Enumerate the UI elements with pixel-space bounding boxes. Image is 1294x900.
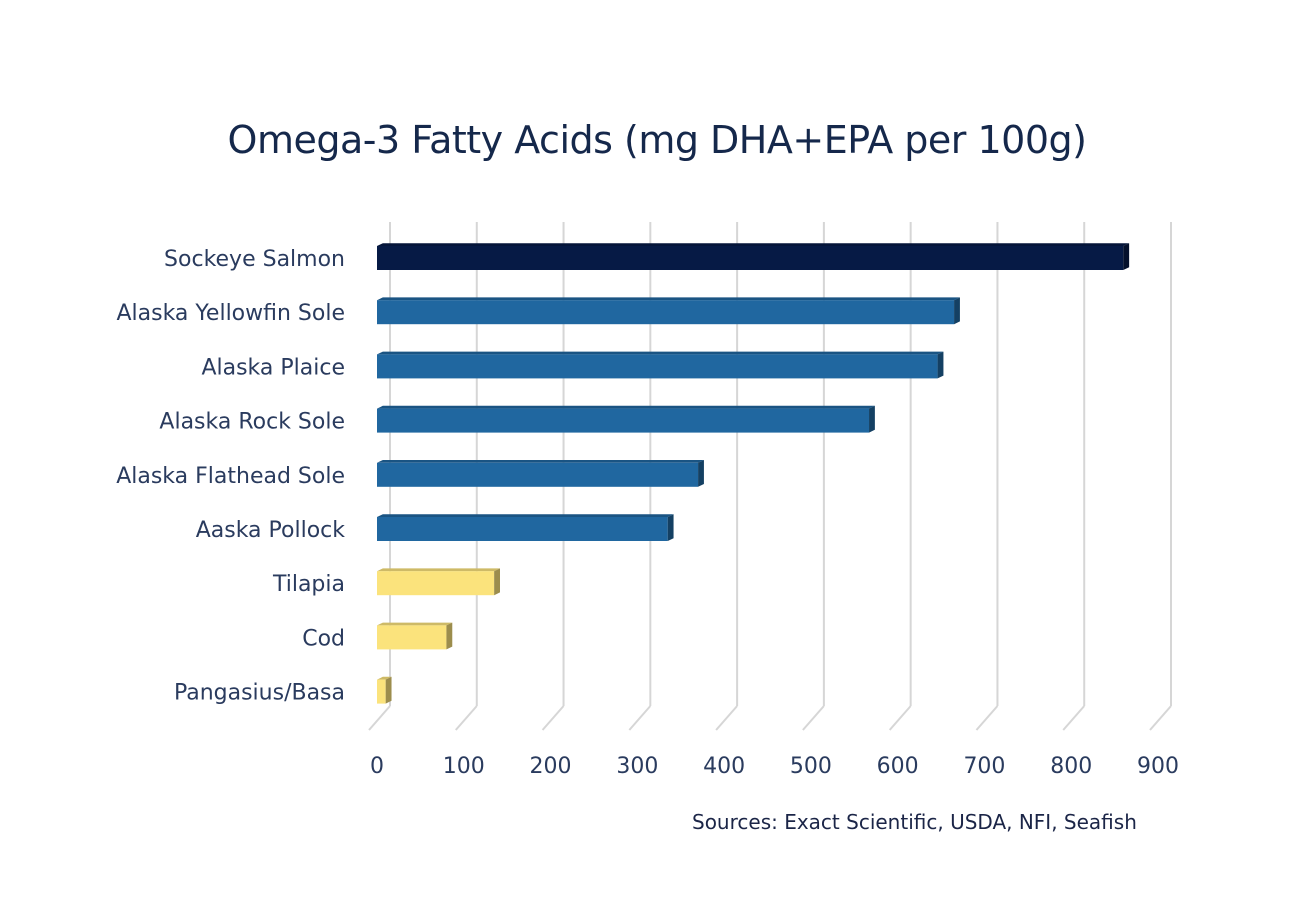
x-tick-label: 700 (963, 754, 1005, 779)
gridline-floor (1062, 705, 1085, 731)
bar (377, 460, 704, 487)
x-tick-label: 900 (1137, 754, 1179, 779)
gridline-floor (541, 705, 565, 731)
bar (377, 297, 960, 325)
bar-top-face (377, 297, 960, 301)
bar-top-face (377, 405, 875, 409)
bar-top-face (377, 243, 1130, 246)
category-label: Alaska Plaice (201, 355, 345, 380)
category-label: Pangasius/Basa (174, 681, 345, 706)
bar-side-face (698, 460, 704, 487)
gridline-floor (888, 705, 912, 731)
category-label: Cod (302, 626, 345, 651)
category-label: Alaska Yellowfin Sole (116, 301, 345, 326)
x-tick-label: 400 (703, 754, 745, 779)
gridline-floor (715, 705, 738, 731)
bar-front-face (377, 462, 699, 487)
bar-top-face (377, 460, 704, 463)
gridline-floor (368, 705, 391, 731)
bar-front-face (377, 300, 955, 325)
category-label: Sockeye Salmon (164, 247, 345, 272)
bar (377, 514, 674, 541)
bar-top-face (377, 676, 392, 680)
bar-front-face (377, 517, 668, 541)
bar-side-face (385, 676, 392, 704)
bar-side-face (954, 297, 960, 325)
chart-source-note: Sources: Exact Scientific, USDA, NFI, Se… (692, 810, 1137, 834)
bar-front-face (377, 571, 495, 596)
category-labels: Sockeye Salmon Alaska Yellowfin Sole Alask… (116, 247, 345, 706)
x-tick-label: 600 (877, 754, 919, 779)
bar (377, 405, 875, 433)
x-tick-label: 300 (616, 754, 658, 779)
category-label: Tilapia (272, 572, 345, 597)
bar-side-face (494, 568, 500, 596)
bar (377, 351, 944, 379)
category-label: Alaska Rock Sole (159, 410, 345, 435)
x-axis-tick-labels: 0 100 200 300 400 500 600 700 800 900 (370, 754, 1179, 779)
category-label: Alaska Flathead Sole (116, 464, 345, 489)
bar-front-face (377, 679, 386, 704)
gridline-floor (455, 705, 478, 731)
bar-side-face (446, 622, 453, 650)
bar-side-face (869, 405, 875, 433)
bar-front-face (377, 625, 447, 650)
x-tick-label: 0 (370, 754, 384, 779)
x-tick-label: 800 (1050, 754, 1092, 779)
bar-front-face (377, 246, 1124, 270)
bar-top-face (377, 351, 944, 355)
bar-side-face (1123, 243, 1130, 270)
bar-front-face (377, 354, 938, 379)
bar-top-face (377, 568, 500, 572)
gridline-floor (1149, 705, 1172, 731)
bar-side-face (937, 351, 944, 379)
chart-title: Omega-3 Fatty Acids (mg DHA+EPA per 100g… (227, 118, 1087, 162)
bar-front-face (377, 408, 870, 433)
bar (377, 622, 453, 650)
bar (377, 568, 500, 596)
gridline-floor (975, 705, 999, 731)
x-tick-label: 500 (790, 754, 832, 779)
gridline-floor (628, 705, 652, 731)
x-tick-label: 100 (443, 754, 485, 779)
bars (377, 243, 1130, 704)
x-tick-label: 200 (530, 754, 572, 779)
bar-side-face (667, 514, 674, 541)
bar (377, 676, 392, 704)
category-label: Aaska Pollock (196, 518, 346, 543)
bar-top-face (377, 514, 674, 517)
gridline-floor (802, 705, 825, 731)
bar-top-face (377, 622, 453, 626)
bar (377, 243, 1130, 270)
